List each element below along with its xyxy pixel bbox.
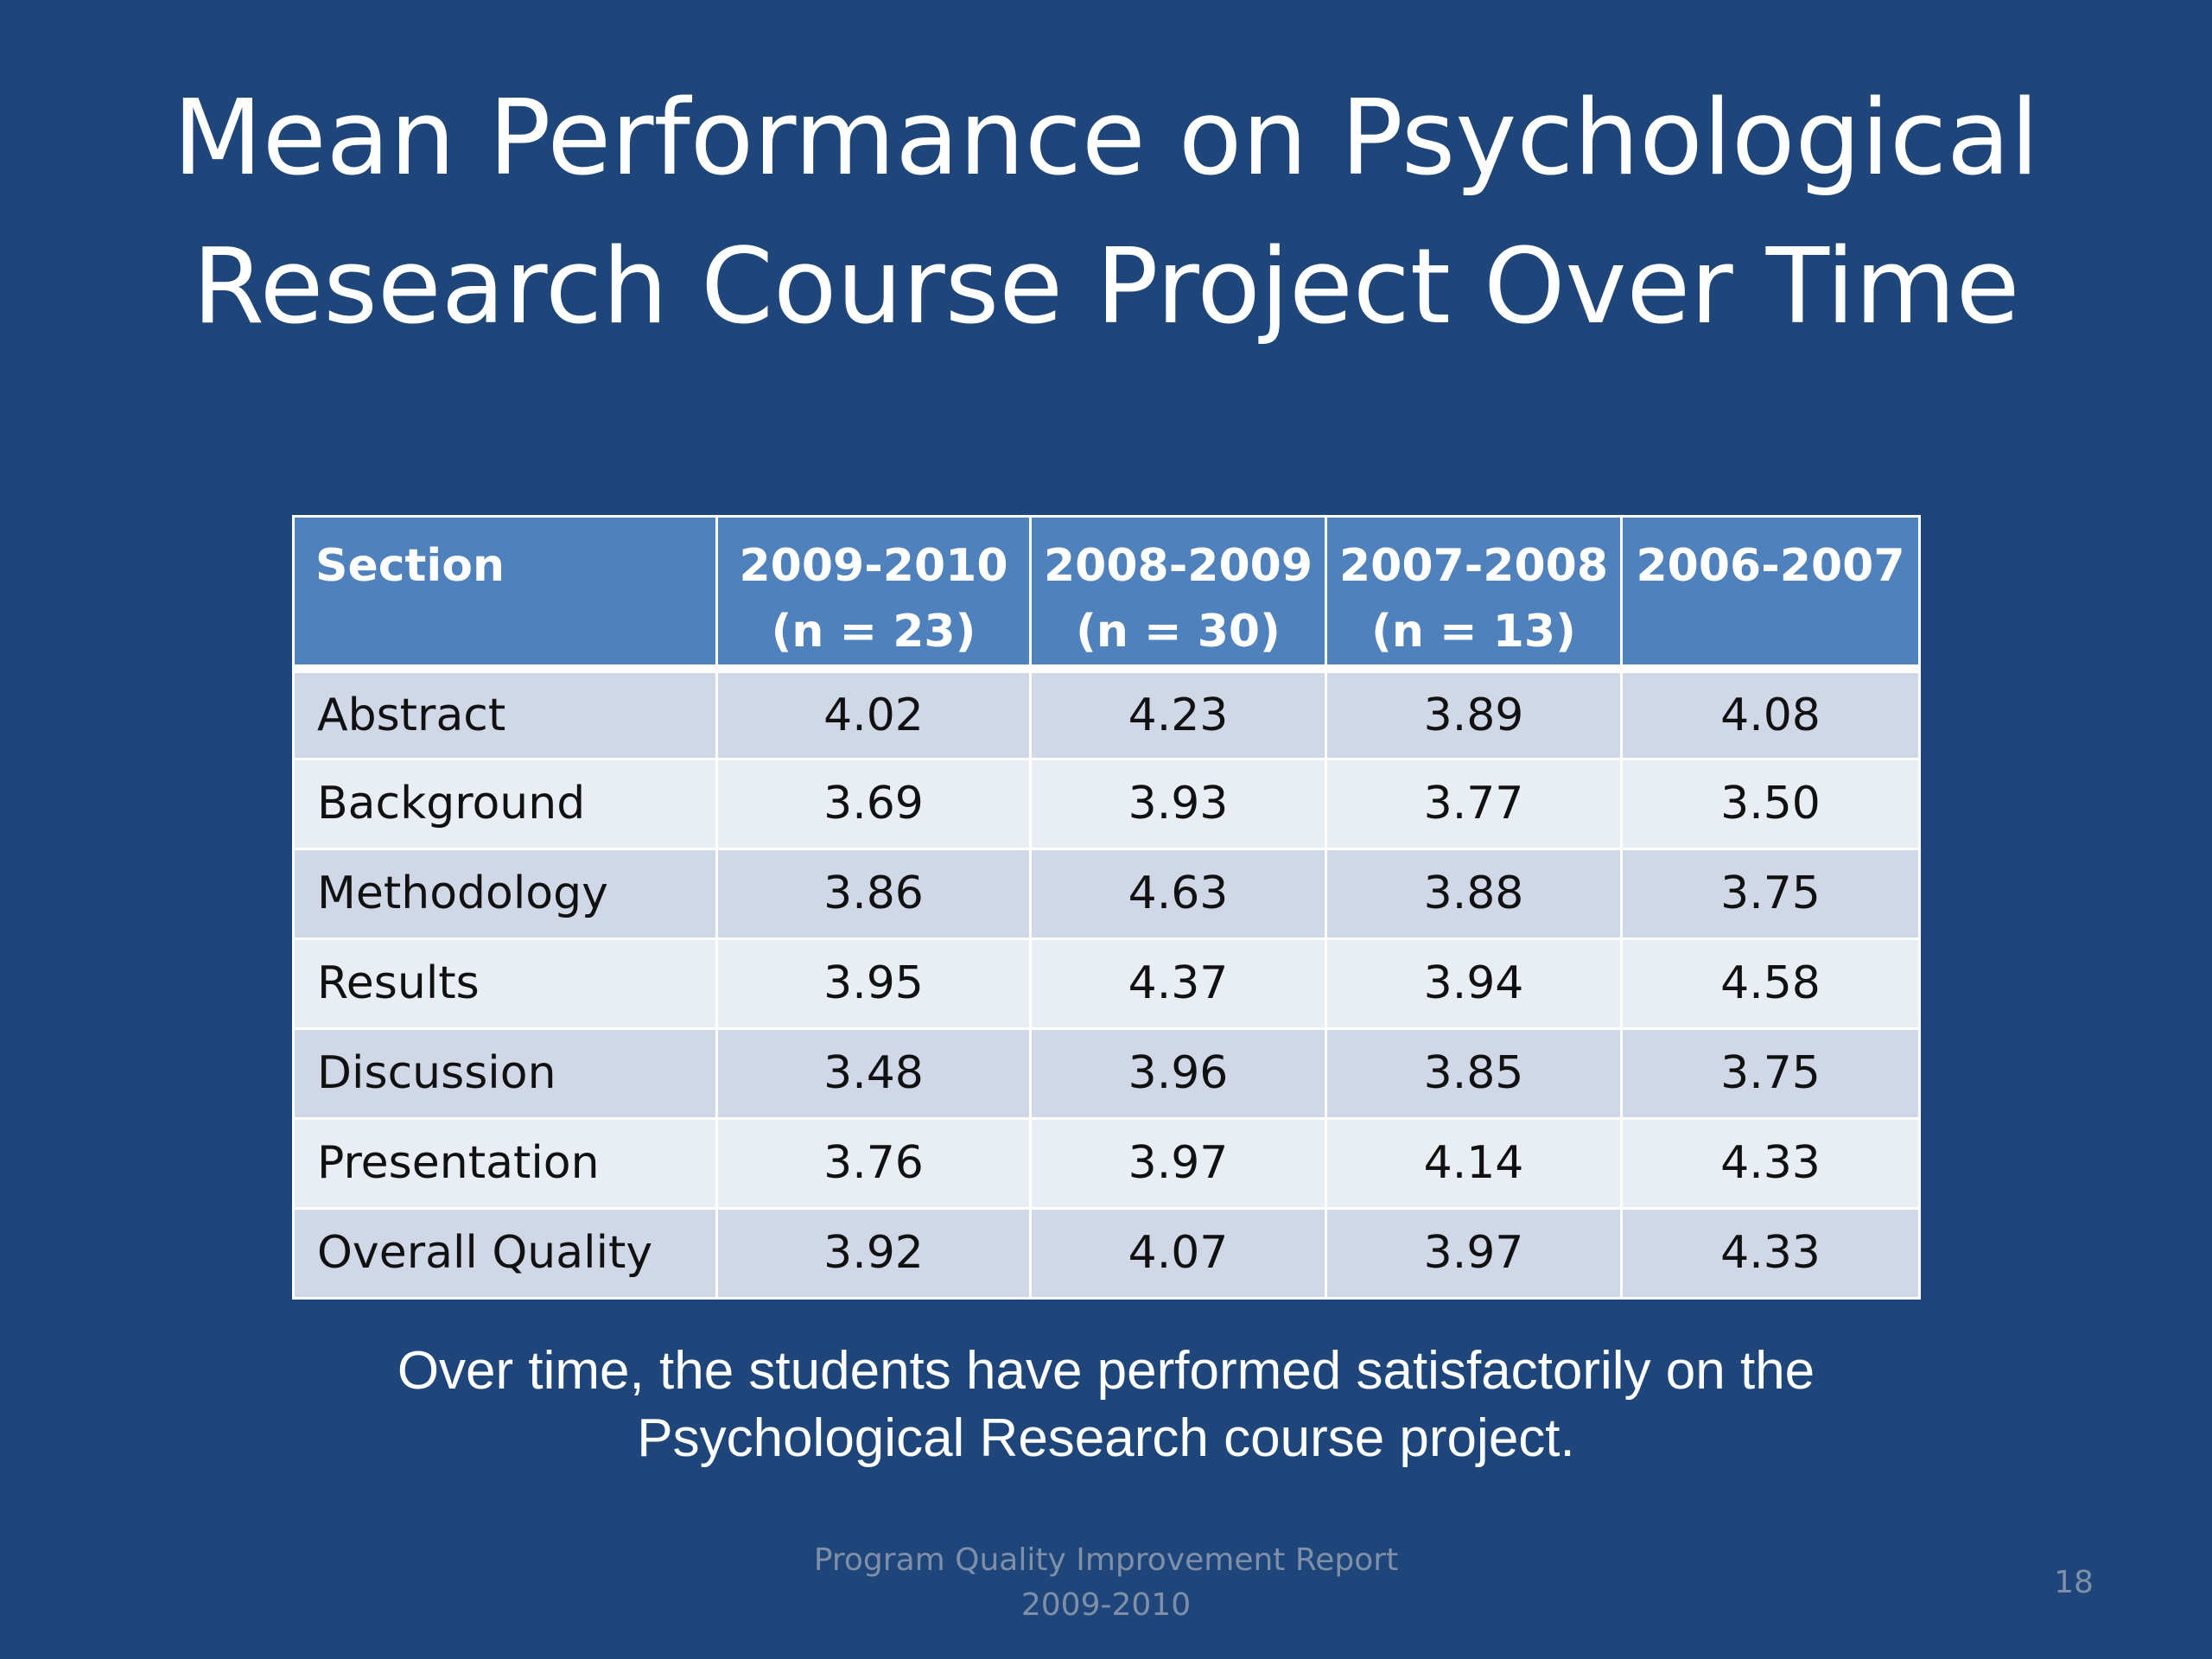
slide-title: Mean Performance on Psychological Resear… — [0, 65, 2212, 362]
table-cell: 3.93 — [1029, 757, 1327, 850]
table-cell: 4.33 — [1620, 1206, 1921, 1300]
header-n: (n = 30) — [1076, 606, 1281, 658]
row-label: Overall Quality — [292, 1206, 718, 1300]
caption-line-1: Over time, the students have performed s… — [397, 1341, 1815, 1401]
slide-title-line-1: Mean Performance on Psychological — [173, 79, 2039, 199]
table-body: Abstract 4.02 4.23 3.89 4.08 Background … — [292, 667, 1921, 1300]
table-row: Overall Quality 3.92 4.07 3.97 4.33 — [292, 1206, 1921, 1300]
table-header: Section 2009-2010 (n = 23) 2008-2009 (n … — [292, 515, 1921, 671]
header-section: Section — [292, 515, 718, 671]
table-row: Results 3.95 4.37 3.94 4.58 — [292, 937, 1921, 1030]
table-cell: 3.96 — [1029, 1027, 1327, 1120]
table-cell: 3.92 — [715, 1206, 1032, 1300]
table-row: Background 3.69 3.93 3.77 3.50 — [292, 757, 1921, 850]
table-cell: 3.88 — [1325, 847, 1623, 940]
table-cell: 3.76 — [715, 1116, 1032, 1210]
table-cell: 3.77 — [1325, 757, 1623, 850]
slide-title-line-2: Research Course Project Over Time — [192, 227, 2020, 347]
table-cell: 4.07 — [1029, 1206, 1327, 1300]
table-cell: 3.89 — [1325, 667, 1623, 760]
caption-line-2: Psychological Research course project. — [637, 1408, 1575, 1468]
table-cell: 4.14 — [1325, 1116, 1623, 1210]
footer-line-1: Program Quality Improvement Report — [813, 1542, 1399, 1578]
table-cell: 3.50 — [1620, 757, 1921, 850]
performance-table: Section 2009-2010 (n = 23) 2008-2009 (n … — [292, 515, 1921, 1300]
slide-footer: Program Quality Improvement Report 2009-… — [674, 1538, 1538, 1628]
table-row: Discussion 3.48 3.96 3.85 3.75 — [292, 1027, 1921, 1120]
table-cell: 3.95 — [715, 937, 1032, 1030]
header-year: 2007-2008 — [1338, 540, 1609, 592]
page-number: 18 — [2054, 1565, 2094, 1600]
table-cell: 3.48 — [715, 1027, 1032, 1120]
table-cell: 4.58 — [1620, 937, 1921, 1030]
row-label: Results — [292, 937, 718, 1030]
table-cell: 3.86 — [715, 847, 1032, 940]
table-row: Methodology 3.86 4.63 3.88 3.75 — [292, 847, 1921, 940]
table-cell: 4.33 — [1620, 1116, 1921, 1210]
table-cell: 3.75 — [1620, 847, 1921, 940]
row-label: Methodology — [292, 847, 718, 940]
table-cell: 3.94 — [1325, 937, 1623, 1030]
table-cell: 3.75 — [1620, 1027, 1921, 1120]
table-cell: 4.08 — [1620, 667, 1921, 760]
table-row: Abstract 4.02 4.23 3.89 4.08 — [292, 667, 1921, 760]
row-label: Discussion — [292, 1027, 718, 1120]
table-cell: 4.23 — [1029, 667, 1327, 760]
header-col-2006-2007: 2006-2007 — [1620, 515, 1921, 671]
header-year: 2006-2007 — [1636, 540, 1905, 592]
row-label: Abstract — [292, 667, 718, 760]
row-label: Presentation — [292, 1116, 718, 1210]
table-cell: 3.69 — [715, 757, 1032, 850]
header-row: Section 2009-2010 (n = 23) 2008-2009 (n … — [292, 515, 1921, 671]
header-col-2009-2010: 2009-2010 (n = 23) — [715, 515, 1032, 671]
table-cell: 3.97 — [1029, 1116, 1327, 1210]
header-col-2007-2008: 2007-2008 (n = 13) — [1325, 515, 1623, 671]
table-cell: 4.02 — [715, 667, 1032, 760]
header-year: 2008-2009 — [1043, 540, 1313, 592]
footer-line-2: 2009-2010 — [1020, 1587, 1192, 1623]
table-row: Presentation 3.76 3.97 4.14 4.33 — [292, 1116, 1921, 1210]
row-label: Background — [292, 757, 718, 850]
header-n: (n = 23) — [771, 606, 976, 658]
table-cell: 3.85 — [1325, 1027, 1623, 1120]
header-col-2008-2009: 2008-2009 (n = 30) — [1029, 515, 1327, 671]
header-n: (n = 13) — [1371, 606, 1576, 658]
slide-caption: Over time, the students have performed s… — [0, 1338, 2212, 1472]
table-cell: 4.37 — [1029, 937, 1327, 1030]
header-year: 2009-2010 — [739, 540, 1008, 592]
table-cell: 3.97 — [1325, 1206, 1623, 1300]
table-cell: 4.63 — [1029, 847, 1327, 940]
